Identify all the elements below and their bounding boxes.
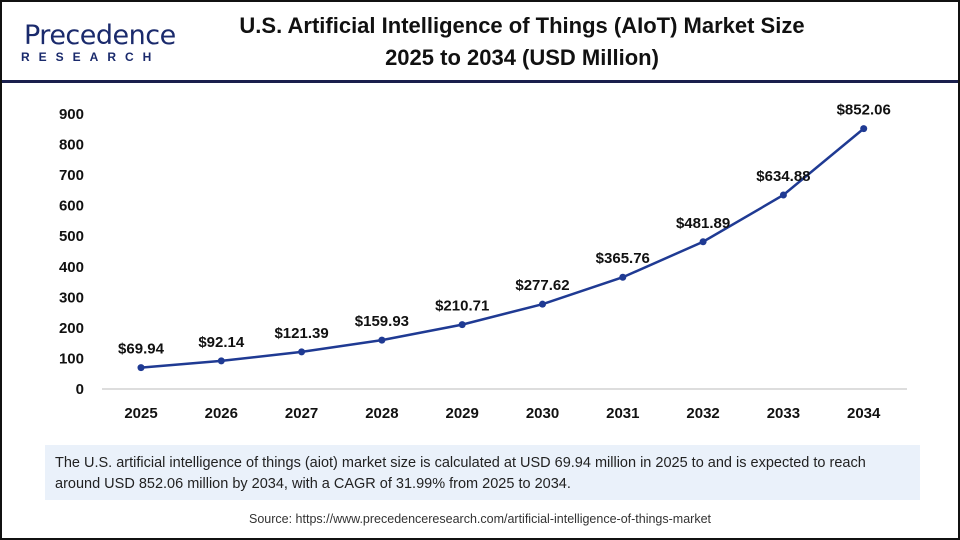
x-tick-label: 2031 — [606, 405, 639, 422]
title-line-1: U.S. Artificial Intelligence of Things (… — [239, 13, 805, 38]
data-label: $277.62 — [515, 277, 569, 294]
x-tick-label: 2033 — [767, 405, 800, 422]
data-point — [217, 357, 225, 365]
x-tick-label: 2029 — [446, 405, 479, 422]
source-text: Source: https://www.precedenceresearch.c… — [249, 512, 711, 526]
data-label: $210.71 — [435, 298, 489, 315]
precedence-research-logo: Precedence RESEARCH — [18, 20, 176, 65]
x-tick-label: 2025 — [124, 405, 157, 422]
description-box: The U.S. artificial intelligence of thin… — [45, 445, 920, 500]
x-tick-label: 2034 — [847, 405, 881, 422]
x-tick-label: 2027 — [285, 405, 318, 422]
y-tick-label: 600 — [59, 198, 84, 215]
x-tick-label: 2026 — [205, 405, 238, 422]
data-label: $481.89 — [676, 215, 730, 232]
y-tick-label: 800 — [59, 137, 84, 154]
logo-word: Precedence — [24, 20, 176, 51]
data-label: $92.14 — [198, 334, 245, 351]
data-label: $121.39 — [274, 325, 328, 342]
logo-sub: RESEARCH — [21, 50, 161, 64]
data-point — [860, 125, 868, 133]
y-tick-label: 400 — [59, 259, 84, 276]
title-line-2: 2025 to 2034 (USD Million) — [385, 45, 659, 70]
data-label: $365.76 — [596, 250, 650, 267]
x-tick-label: 2032 — [686, 405, 719, 422]
y-tick-label: 900 — [59, 106, 84, 123]
data-point — [699, 238, 707, 246]
data-label: $852.06 — [837, 102, 891, 119]
title-divider — [2, 80, 958, 83]
data-label: $69.94 — [118, 341, 165, 358]
data-point — [298, 348, 306, 356]
y-tick-label: 700 — [59, 167, 84, 184]
y-tick-label: 500 — [59, 228, 84, 245]
x-tick-label: 2030 — [526, 405, 559, 422]
data-point — [779, 191, 787, 199]
data-point — [458, 321, 466, 329]
data-point — [539, 300, 546, 308]
line-chart: 0 100 200 300 400 500 600 700 800 900 2025 2026 2027… — [59, 102, 907, 422]
y-tick-label: 100 — [59, 350, 84, 367]
y-tick-label: 200 — [59, 320, 84, 337]
data-point — [137, 364, 145, 372]
series-line — [140, 127, 865, 369]
data-label: $634.88 — [756, 168, 810, 185]
y-tick-label: 0 — [76, 381, 84, 398]
chart-title: U.S. Artificial Intelligence of Things (… — [202, 10, 842, 74]
y-tick-label: 300 — [59, 289, 84, 306]
data-label: $159.93 — [355, 313, 409, 330]
x-tick-label: 2028 — [365, 405, 398, 422]
data-point — [378, 336, 386, 344]
data-point — [619, 273, 627, 281]
